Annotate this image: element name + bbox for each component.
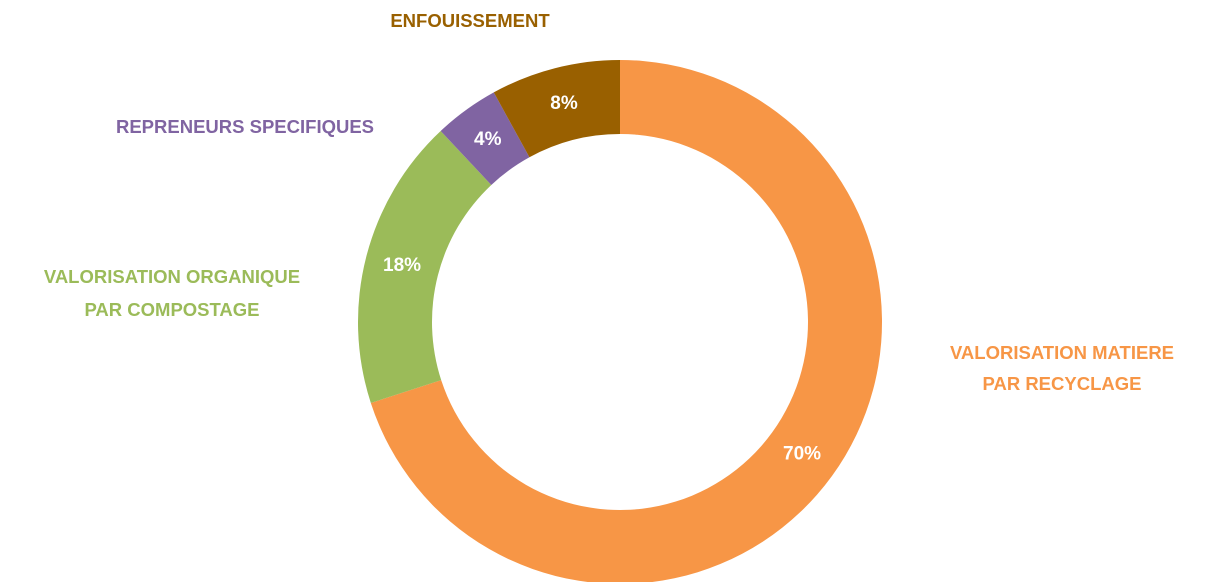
donut-slice [358,131,492,403]
category-label: PAR RECYCLAGE [983,373,1142,394]
value-label: 70% [783,443,821,464]
category-label: PAR COMPOSTAGE [84,299,259,320]
category-label: VALORISATION MATIERE [950,342,1174,363]
category-label: ENFOUISSEMENT [390,10,550,31]
value-label: 4% [474,129,502,150]
donut-slice [493,60,620,158]
category-label: VALORISATION ORGANIQUE [44,266,300,287]
value-label: 18% [383,255,421,276]
donut-slice [440,92,530,185]
value-label: 8% [550,93,578,114]
category-label: REPRENEURS SPECIFIQUES [116,116,374,137]
